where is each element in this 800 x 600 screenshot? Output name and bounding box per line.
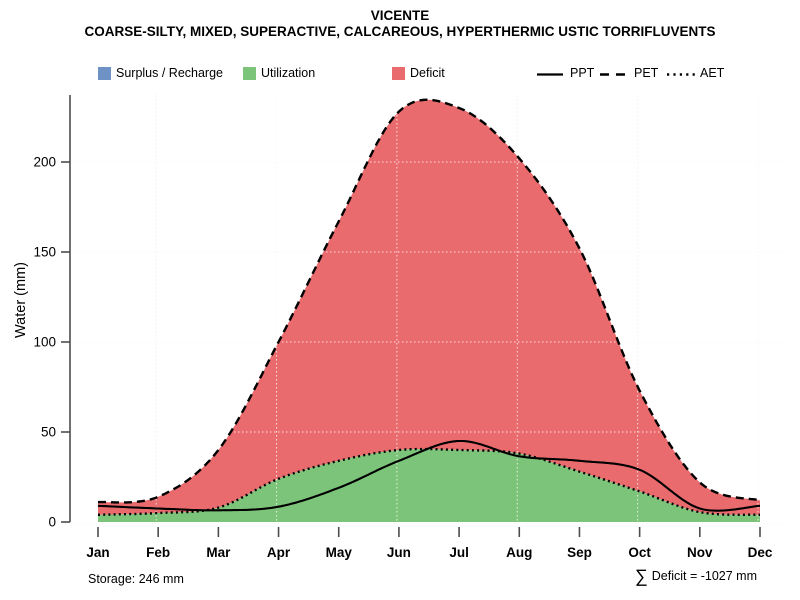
y-tick-label: 0: [48, 515, 56, 530]
y-tick-label: 100: [33, 335, 56, 350]
month-label: Oct: [628, 545, 651, 560]
legend-label-utilization: Utilization: [261, 66, 316, 80]
y-tick-label: 200: [33, 155, 56, 170]
month-labels: Jan Feb Mar Apr May Jun Jul Aug Sep Oct Nov Dec: [86, 545, 773, 560]
deficit-annotation: ∑ Deficit = -1027 mm: [635, 567, 757, 585]
ppt-line-sample: [537, 73, 563, 76]
storage-annotation: Storage: 246 mm: [88, 572, 184, 586]
month-label: Aug: [506, 545, 532, 560]
deficit-area: [98, 99, 760, 515]
month-label: Nov: [687, 545, 713, 560]
gridlines-over: [70, 95, 790, 524]
pet-curve: [97, 98, 761, 504]
chart-title: VICENTE: [370, 8, 430, 23]
ppt-curve: [97, 439, 761, 512]
legend-label-aet: AET: [700, 66, 725, 80]
deficit-sum-text: Deficit = -1027 mm: [651, 569, 757, 583]
sigma-symbol: ∑: [634, 566, 648, 586]
y-tick-labels: 0 50 100 150 200: [33, 155, 56, 530]
y-axis: [61, 95, 71, 523]
y-axis-title: Water (mm): [13, 262, 29, 338]
y-tick-label: 50: [41, 425, 56, 440]
legend-label-surplus: Surplus / Recharge: [116, 66, 224, 80]
chart-subtitle: COARSE-SILTY, MIXED, SUPERACTIVE, CALCAR…: [84, 24, 716, 39]
month-label: Feb: [146, 545, 170, 560]
legend-label-deficit: Deficit: [410, 66, 445, 80]
month-label: Jul: [449, 545, 469, 560]
month-label: Apr: [267, 545, 291, 560]
month-label: Jun: [387, 545, 411, 560]
month-label: May: [326, 545, 353, 560]
legend-label-ppt: PPT: [570, 66, 595, 80]
month-label: Sep: [567, 545, 592, 560]
deficit-swatch: [392, 67, 405, 80]
pet-line-sample: [600, 73, 628, 76]
utilization-swatch: [243, 67, 256, 80]
legend-label-pet: PET: [634, 66, 659, 80]
aet-line-sample: [667, 73, 695, 76]
month-label: Jan: [86, 545, 109, 560]
x-axis-ticks: [97, 527, 761, 537]
surplus-recharge-swatch: [98, 67, 111, 80]
y-tick-label: 150: [33, 245, 56, 260]
month-label: Mar: [206, 545, 231, 560]
utilization-area: [98, 449, 760, 522]
month-label: Dec: [748, 545, 773, 560]
